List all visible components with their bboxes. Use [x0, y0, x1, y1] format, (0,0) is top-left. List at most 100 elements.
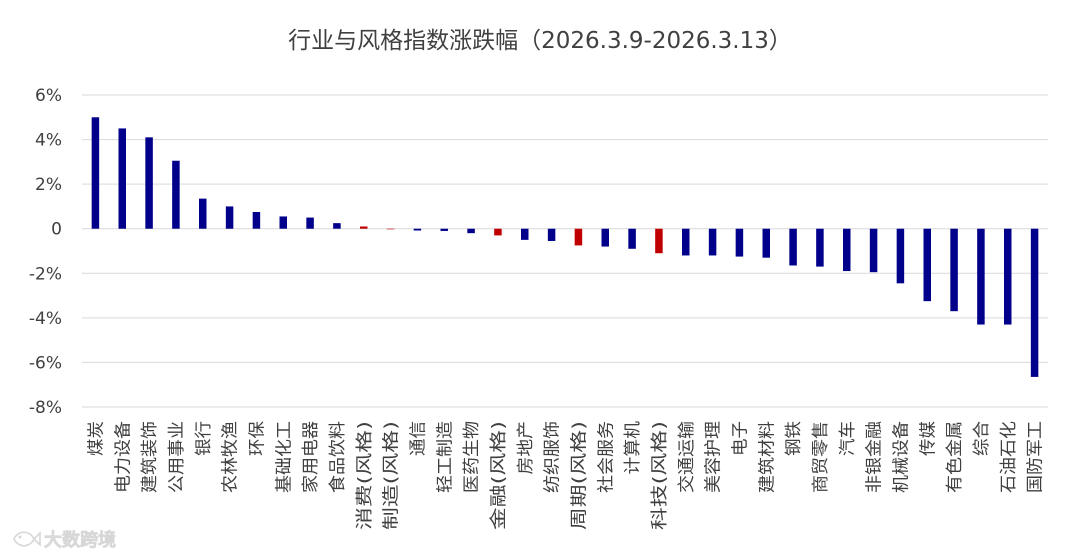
y-tick-label: 0: [51, 220, 62, 240]
x-tick-label: 电力设备: [113, 421, 133, 493]
x-tick-label: 汽车: [838, 421, 858, 456]
x-tick-label: 钢铁: [784, 421, 804, 456]
x-tick-label: 环保: [247, 421, 267, 456]
bar: [1004, 228, 1012, 325]
svg-text:科技(风格): 科技(风格): [650, 421, 670, 530]
x-tick-label: 纺织服饰: [543, 421, 563, 493]
svg-text:社会服务: 社会服务: [596, 421, 616, 493]
x-tick-label: 公用事业: [167, 421, 187, 493]
x-tick-label: 非银金融: [865, 421, 885, 493]
bar: [360, 226, 368, 229]
x-tick-label: 制造(风格): [382, 421, 402, 530]
bar: [1030, 228, 1039, 377]
svg-text:家用电器: 家用电器: [301, 421, 321, 493]
x-tick-label: 家用电器: [301, 421, 321, 493]
bar: [306, 217, 314, 229]
svg-text:建筑装饰: 建筑装饰: [140, 421, 160, 493]
gridlines: [82, 94, 1048, 408]
y-axis-ticks: 6% 4% 2% 0 -2% -4% -6% -8%: [29, 86, 62, 418]
bar: [601, 228, 609, 247]
svg-text:电子: 电子: [730, 421, 750, 456]
svg-text:有色金属: 有色金属: [945, 421, 965, 493]
x-tick-label: 建筑装饰: [140, 421, 160, 493]
svg-text:公用事业: 公用事业: [167, 421, 187, 493]
bar: [199, 198, 207, 229]
bar: [494, 228, 502, 236]
svg-text:电力设备: 电力设备: [113, 421, 133, 493]
x-tick-label: 社会服务: [596, 421, 616, 493]
x-tick-label: 基础化工: [274, 421, 294, 493]
bar: [896, 228, 905, 284]
svg-text:综合: 综合: [972, 421, 992, 456]
y-tick-label: -2%: [29, 264, 62, 284]
bar: [467, 228, 475, 234]
svg-text:基础化工: 基础化工: [274, 421, 294, 493]
svg-text:建筑材料: 建筑材料: [757, 421, 777, 493]
bar: [869, 228, 878, 273]
x-tick-label: 消费(风格): [355, 421, 375, 530]
svg-text:食品饮料: 食品饮料: [328, 421, 348, 493]
svg-text:医药生物: 医药生物: [462, 421, 482, 493]
x-tick-label: 电子: [730, 421, 750, 456]
svg-text:交通运输: 交通运输: [677, 421, 697, 493]
bar: [118, 128, 126, 229]
x-tick-label: 传媒: [918, 421, 938, 456]
svg-text:通信: 通信: [408, 421, 428, 456]
bar: [386, 228, 395, 230]
bar: [547, 228, 556, 241]
x-tick-label: 煤炭: [86, 421, 106, 456]
y-tick-label: -6%: [29, 353, 62, 373]
x-tick-label: 通信: [408, 421, 428, 456]
y-tick-label: 2%: [35, 175, 62, 195]
bar: [279, 216, 287, 229]
svg-text:农林牧渔: 农林牧渔: [221, 421, 241, 493]
svg-text:制造(风格): 制造(风格): [382, 421, 402, 530]
x-tick-label: 轻工制造: [435, 421, 455, 493]
bar: [252, 212, 261, 229]
bar: [735, 228, 744, 257]
bar: [413, 228, 422, 231]
bar: [225, 206, 234, 229]
x-tick-label: 石油石化: [999, 421, 1019, 493]
svg-text:环保: 环保: [247, 421, 267, 456]
watermark: 大数跨境: [13, 529, 116, 551]
x-tick-label: 周期(风格): [569, 421, 589, 530]
bar: [172, 160, 180, 229]
svg-text:纺织服饰: 纺织服饰: [543, 421, 563, 493]
y-tick-label: -8%: [29, 398, 62, 418]
x-tick-label: 商贸零售: [811, 421, 831, 493]
bar: [762, 228, 770, 258]
x-axis-labels: 煤炭 电力设备 建筑装饰 公用事业 银行 农林牧渔 环保 基础化工 家用电器 食品饮料 消费(风格)…: [86, 421, 1045, 530]
x-tick-label: 医药生物: [462, 421, 482, 493]
x-tick-label: 机械设备: [891, 421, 911, 493]
bar: [708, 228, 717, 256]
y-tick-label: 4%: [35, 131, 62, 151]
x-tick-label: 银行: [194, 421, 214, 456]
svg-text:美容护理: 美容护理: [704, 421, 724, 493]
svg-text:钢铁: 钢铁: [784, 421, 804, 456]
svg-text:计算机: 计算机: [623, 421, 643, 475]
chart-title: 行业与风格指数涨跌幅（2026.3.9-2026.3.13）: [288, 28, 792, 54]
bar: [145, 137, 153, 229]
x-tick-label: 美容护理: [704, 421, 724, 493]
bar: [816, 228, 824, 267]
svg-text:煤炭: 煤炭: [86, 421, 106, 456]
bar: [333, 223, 341, 229]
svg-text:金融(风格): 金融(风格): [489, 421, 509, 530]
bar: [91, 117, 100, 229]
bar: [682, 228, 690, 256]
x-tick-label: 农林牧渔: [221, 421, 241, 493]
watermark-text: 大数跨境: [44, 529, 116, 551]
x-tick-label: 有色金属: [945, 421, 965, 493]
svg-text:石油石化: 石油石化: [999, 421, 1019, 493]
bar: [789, 228, 797, 266]
svg-text:周期(风格): 周期(风格): [569, 421, 589, 530]
bars: [91, 117, 1039, 377]
svg-text:房地产: 房地产: [516, 421, 536, 475]
x-tick-label: 计算机: [623, 421, 643, 475]
x-tick-label: 食品饮料: [328, 421, 348, 493]
y-tick-label: 6%: [35, 86, 62, 106]
bar: [923, 228, 931, 302]
x-tick-label: 国防军工: [1026, 421, 1046, 493]
